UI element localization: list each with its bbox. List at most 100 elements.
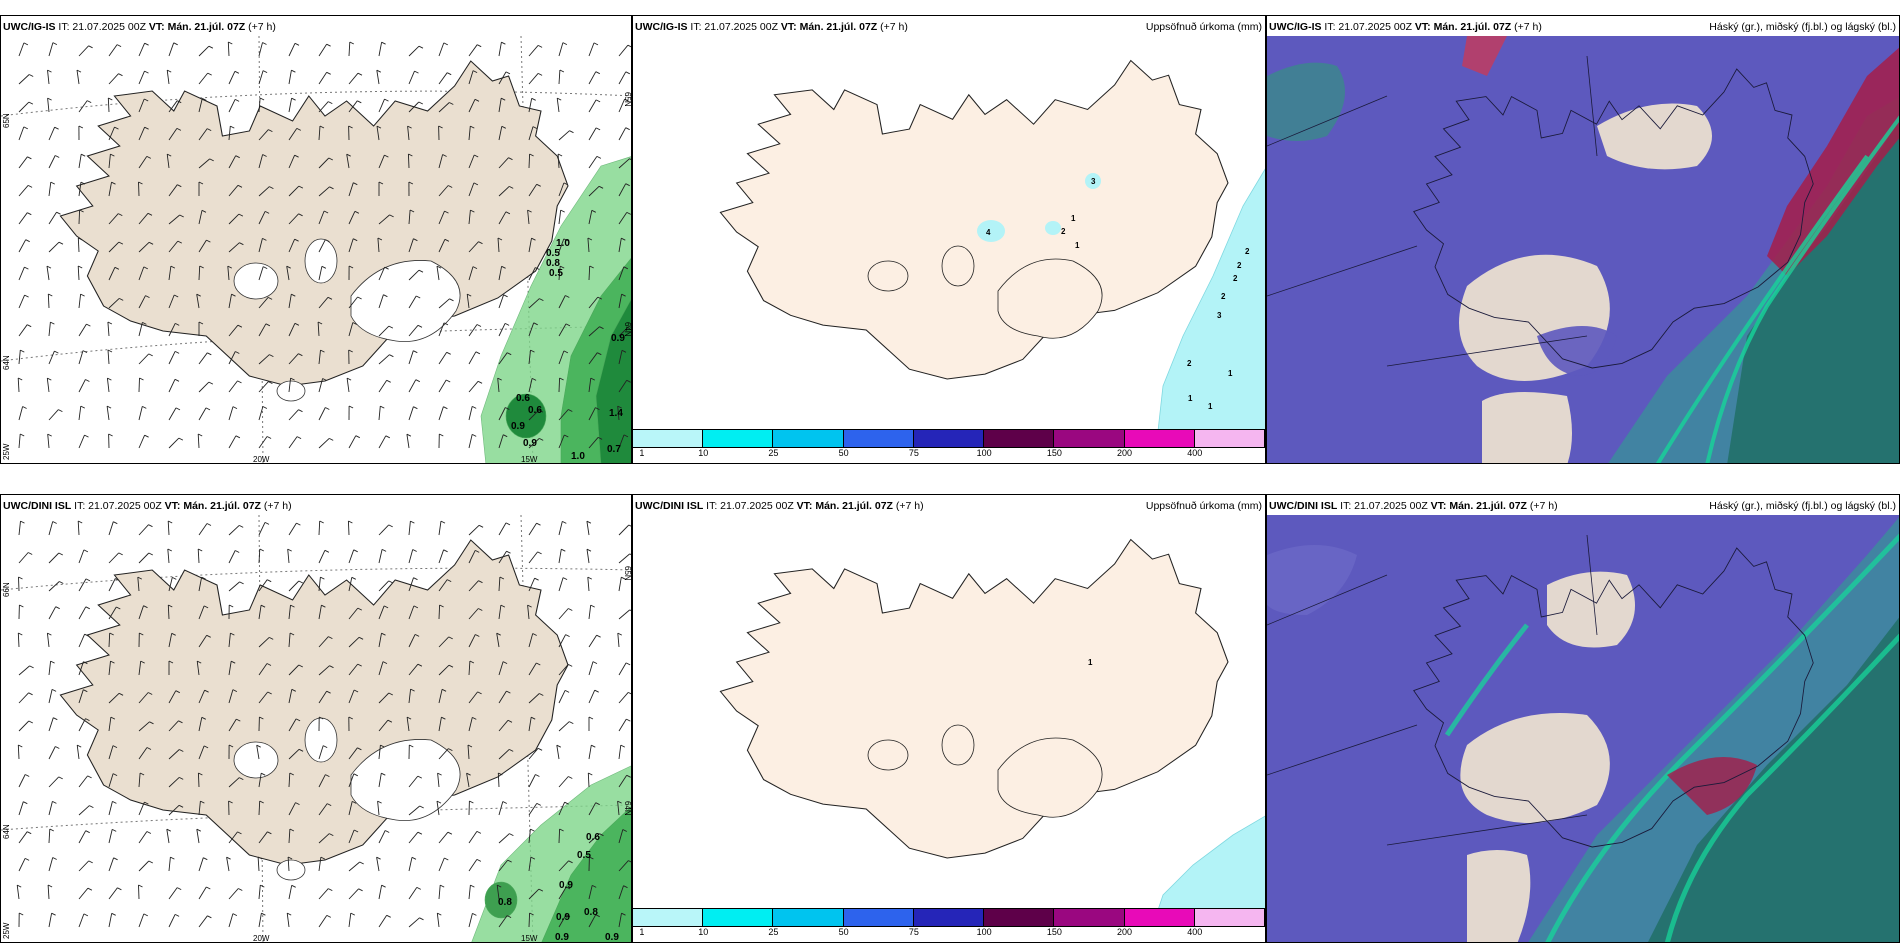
wind-barb — [76, 70, 80, 85]
wind-barb — [408, 295, 417, 309]
wind-barb-flag — [538, 437, 544, 441]
wind-barb — [106, 378, 110, 393]
wind-barb-flag — [505, 71, 511, 75]
wind-barb-flag — [289, 772, 295, 776]
wind-barb-flag — [173, 42, 178, 46]
wind-barb-flag — [357, 663, 362, 667]
wind-barb-flag — [116, 44, 122, 48]
wind-barb — [528, 350, 531, 365]
wind-barb-flag — [407, 125, 412, 129]
wind-barb — [378, 524, 390, 536]
wind-barb — [618, 577, 622, 592]
colorbar-swatch — [633, 430, 704, 447]
wind-barb-flag — [502, 801, 508, 804]
wind-barb-flag — [561, 548, 566, 552]
value-label: 1.0 — [571, 451, 585, 462]
colorbar-tick: 150 — [1046, 927, 1062, 937]
wind-barb-flag — [529, 153, 534, 157]
wind-barb-flag — [568, 860, 573, 864]
wind-barb-flag — [236, 718, 241, 722]
wind-barb-flag — [174, 913, 180, 917]
wind-barb — [138, 322, 143, 337]
wind-map: 65N 64N 65N 64N 25W 20W 15W 1.0 0.5 0.8 … — [1, 36, 631, 463]
wind-barb — [438, 748, 449, 760]
wind-barb-flag — [586, 520, 592, 524]
wind-barb-flag — [326, 43, 331, 47]
wind-map-panel-top: UWC/IG-IS IT: 21.07.2025 00Z VT: Mán. 21… — [0, 15, 632, 464]
wind-barb-flag — [260, 884, 265, 888]
wind-barb-flag — [597, 352, 602, 356]
colorbar-tick: 100 — [976, 448, 992, 458]
colorbar: 1 10 25 50 75 100 150 200 400 — [633, 908, 1265, 942]
wind-barb — [318, 745, 324, 760]
wind-barb — [18, 720, 30, 732]
wind-barb — [498, 605, 502, 620]
wind-barb-flag — [384, 266, 389, 270]
wind-barb-flag — [627, 44, 631, 48]
wind-barb — [228, 351, 236, 365]
wind-barb-flag — [377, 237, 383, 241]
wind-barb-flag — [206, 128, 212, 132]
wind-barb — [168, 351, 176, 365]
wind-barb — [588, 833, 600, 844]
wind-barb — [138, 831, 148, 844]
wind-barb-flag — [534, 577, 539, 581]
wind-barb-flag — [77, 520, 83, 524]
wind-barb — [78, 860, 90, 872]
wind-barb-flag — [389, 354, 394, 358]
wind-barb-flag — [568, 776, 573, 779]
wind-barb — [498, 550, 507, 564]
wind-barb — [617, 633, 620, 648]
wind-barb — [258, 522, 266, 536]
wind-barb-flag — [25, 239, 30, 243]
wind-barb-flag — [531, 97, 536, 101]
wind-barb — [318, 125, 321, 141]
wind-barb — [78, 45, 89, 57]
wind-barb — [558, 549, 562, 564]
wind-barb-flag — [298, 580, 304, 584]
colorbar-tick: 400 — [1187, 927, 1203, 937]
wind-barb-flag — [376, 125, 382, 129]
wind-barb — [438, 352, 448, 365]
wind-barb-flag — [321, 265, 327, 269]
wind-barb-flag — [17, 377, 23, 381]
colorbar-tick: 200 — [1117, 448, 1133, 458]
wind-barb-flag — [294, 238, 299, 242]
wind-barb-flag — [55, 746, 60, 749]
wind-barb — [78, 830, 87, 844]
colorbar-swatch — [773, 430, 844, 447]
wind-barb — [168, 407, 177, 421]
wind-barb — [587, 577, 590, 592]
wind-barb-flag — [409, 744, 414, 748]
wind-barb-flag — [325, 407, 330, 410]
wind-barb-flag — [597, 436, 603, 440]
wind-barb-flag — [235, 155, 240, 159]
wind-barb-flag — [107, 377, 112, 381]
value-label: 0.8 — [584, 907, 598, 918]
wind-barb — [438, 210, 445, 225]
value-label: 0.5 — [546, 248, 560, 259]
wind-barb-flag — [47, 377, 52, 381]
wind-barb — [288, 632, 291, 648]
wind-barb-flag — [385, 435, 391, 439]
wind-barb — [196, 294, 200, 309]
wind-barb — [438, 322, 445, 337]
wind-barb — [288, 98, 293, 113]
wind-barb — [18, 692, 29, 704]
wind-barb-flag — [238, 524, 244, 528]
wind-barb — [468, 99, 476, 113]
wind-barb-flag — [413, 577, 418, 581]
wind-barb — [48, 155, 56, 169]
wind-barb — [258, 70, 264, 85]
wind-barb — [498, 126, 503, 141]
wind-barb-flag — [562, 577, 568, 581]
wind-barb — [468, 381, 479, 393]
wind-barb — [258, 238, 263, 253]
wind-barb — [408, 379, 417, 393]
wind-barb — [528, 522, 537, 536]
wind-barb-flag — [536, 802, 542, 806]
value-label: 0.8 — [498, 897, 512, 908]
wind-barb — [166, 829, 170, 844]
value-label: 0.6 — [516, 393, 530, 404]
wind-barb — [618, 294, 623, 309]
